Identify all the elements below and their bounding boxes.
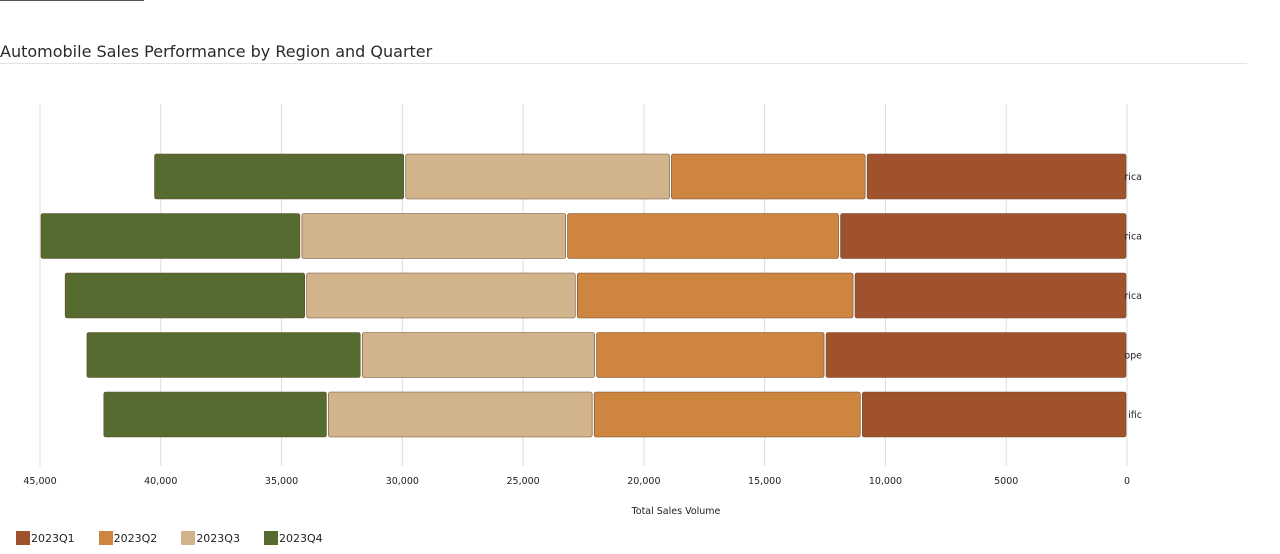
legend-swatch xyxy=(181,531,196,545)
x-tick-label: 10,000 xyxy=(869,476,902,487)
bar-2023Q1-3[interactable] xyxy=(825,332,1127,378)
bar-2023Q2-3[interactable] xyxy=(596,332,825,378)
top-rule xyxy=(0,0,144,1)
legend-label: 2023Q2 xyxy=(113,531,158,545)
legend-swatch xyxy=(16,531,30,545)
bar-2023Q2-0[interactable] xyxy=(671,153,866,200)
legend: 2023Q1 2023Q2 2023Q3 2023Q4 xyxy=(16,531,347,545)
bar-2023Q3-3[interactable] xyxy=(361,332,595,378)
legend-item-2023Q2[interactable]: 2023Q2 xyxy=(98,531,158,545)
x-tick-label: 30,000 xyxy=(386,476,419,487)
bar-2023Q2-1[interactable] xyxy=(567,213,839,259)
bar-2023Q4-0[interactable] xyxy=(154,153,405,200)
x-tick-label: 15,000 xyxy=(748,476,781,487)
title-divider xyxy=(0,63,1247,64)
category-labels: rica rica rica ope ific xyxy=(1124,172,1142,421)
bar-2023Q4-3[interactable] xyxy=(86,332,361,378)
chart-title: Automobile Sales Performance by Region a… xyxy=(0,42,433,61)
bar-2023Q1-1[interactable] xyxy=(840,213,1127,259)
bar-2023Q3-1[interactable] xyxy=(301,213,566,259)
category-label: ope xyxy=(1124,351,1142,362)
x-tick-label: 40,000 xyxy=(144,476,177,487)
bar-2023Q3-2[interactable] xyxy=(306,272,576,319)
bar-2023Q2-2[interactable] xyxy=(576,272,854,319)
legend-swatch xyxy=(263,531,278,545)
bar-2023Q1-0[interactable] xyxy=(866,153,1127,200)
x-tick-labels: 0 5000 10,000 15,000 20,000 25,000 30,000 35,00… xyxy=(23,476,1130,487)
x-axis-title: Total Sales Volume xyxy=(631,506,721,517)
bar-2023Q1-4[interactable] xyxy=(861,391,1127,438)
bar-2023Q1-2[interactable] xyxy=(854,272,1127,319)
bar-2023Q3-4[interactable] xyxy=(328,391,593,438)
category-label: ific xyxy=(1128,410,1142,421)
legend-item-2023Q1[interactable]: 2023Q1 xyxy=(16,531,75,545)
x-tick-label: 25,000 xyxy=(506,476,539,487)
category-label: rica xyxy=(1124,172,1142,183)
category-label: rica xyxy=(1124,291,1142,302)
x-tick-label: 45,000 xyxy=(23,476,56,487)
bar-2023Q4-2[interactable] xyxy=(64,272,306,319)
bar-2023Q3-0[interactable] xyxy=(405,153,670,200)
bar-2023Q2-4[interactable] xyxy=(593,391,861,438)
legend-item-2023Q4[interactable]: 2023Q4 xyxy=(263,531,323,545)
legend-item-2023Q3[interactable]: 2023Q3 xyxy=(181,531,240,545)
legend-label: 2023Q4 xyxy=(278,531,323,545)
bars-group xyxy=(40,153,1127,438)
category-label: rica xyxy=(1124,232,1142,243)
legend-label: 2023Q1 xyxy=(31,531,75,545)
legend-label: 2023Q3 xyxy=(196,531,240,545)
x-tick-label: 35,000 xyxy=(265,476,298,487)
legend-swatch xyxy=(98,531,113,545)
x-tick-label: 20,000 xyxy=(627,476,660,487)
x-tick-label: 5000 xyxy=(994,476,1018,487)
bar-2023Q4-4[interactable] xyxy=(103,391,327,438)
x-tick-label: 0 xyxy=(1124,476,1130,487)
bar-chart: rica rica rica ope ific 0 5000 10,000 15,000 20,… xyxy=(23,104,1142,517)
bar-2023Q4-1[interactable] xyxy=(40,213,301,259)
